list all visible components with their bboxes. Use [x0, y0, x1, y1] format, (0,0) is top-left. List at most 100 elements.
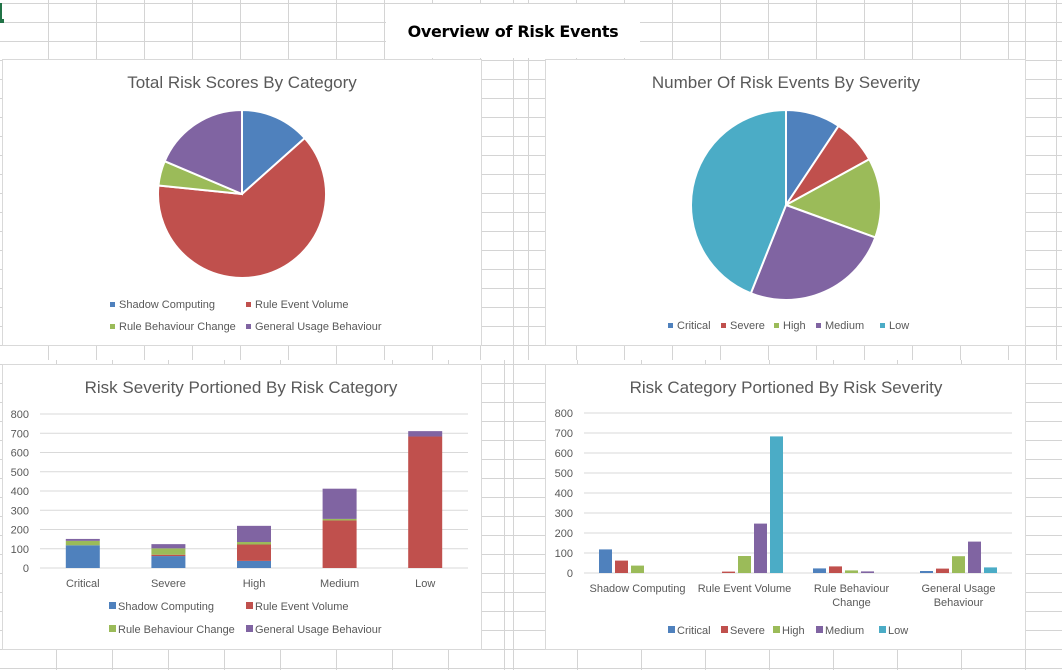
pie-slice-low[interactable] — [690, 108, 787, 295]
bar-segment-low-rule-event-volume[interactable] — [408, 436, 443, 568]
bar-rule-behaviour-change-high[interactable] — [845, 570, 858, 573]
legend-item[interactable]: Severe — [721, 320, 765, 332]
chart-legend: Critical Severe High Medium Low — [668, 320, 909, 332]
legend-label: General Usage Behaviour — [255, 321, 382, 333]
legend-label: Rule Behaviour Change — [118, 624, 235, 636]
legend-item[interactable]: Rule Behaviour Change — [109, 624, 235, 636]
bar-segment-low-general-usage-behaviour[interactable] — [408, 431, 443, 437]
chart-risk-category-by-severity[interactable]: Risk Category Portioned By Risk Severity… — [545, 364, 1026, 650]
legend-item[interactable]: Shadow Computing — [109, 601, 214, 613]
legend-item[interactable]: Medium — [816, 320, 864, 332]
x-tick-label: Behaviour — [934, 597, 984, 609]
bar-segment-severe-general-usage-behaviour[interactable] — [151, 544, 186, 549]
chart-title: Total Risk Scores By Category — [127, 73, 357, 92]
legend-item[interactable]: Shadow Computing — [110, 299, 215, 311]
legend-item[interactable]: Rule Event Volume — [246, 601, 349, 613]
bar-rule-behaviour-change-severe[interactable] — [829, 566, 842, 573]
legend-item[interactable]: Severe — [721, 625, 765, 637]
chart-risk-severity-by-category[interactable]: Risk Severity Portioned By Risk Category… — [2, 364, 482, 650]
bar-segment-critical-shadow-computing[interactable] — [65, 545, 100, 568]
legend-label: Critical — [677, 320, 711, 332]
chart-risk-events-by-severity[interactable]: Number Of Risk Events By Severity Critic… — [545, 59, 1026, 346]
y-tick-label: 400 — [555, 488, 573, 500]
x-tick-label: General Usage — [922, 583, 996, 595]
y-tick-label: 300 — [555, 508, 573, 520]
pie-slice-general-usage-behaviour[interactable] — [163, 108, 243, 196]
bar-segment-severe-rule-event-volume[interactable] — [151, 554, 186, 557]
y-tick-label: 800 — [11, 409, 29, 421]
chart-total-risk-scores-by-category[interactable]: Total Risk Scores By Category Shadow Com… — [2, 59, 482, 346]
bar-rule-behaviour-change-medium[interactable] — [861, 571, 874, 573]
bar-segment-severe-rule-behaviour-change[interactable] — [151, 548, 186, 555]
legend-swatch — [774, 323, 779, 328]
bar-general-usage-behaviour-low[interactable] — [984, 567, 997, 573]
fill-handle[interactable] — [0, 19, 4, 23]
bar-segment-critical-rule-behaviour-change[interactable] — [65, 540, 100, 546]
legend-item[interactable]: Critical — [668, 625, 711, 637]
bar-general-usage-behaviour-severe[interactable] — [936, 568, 949, 573]
x-tick-label: Shadow Computing — [589, 583, 685, 595]
bar-rule-event-volume-severe[interactable] — [722, 571, 735, 573]
bar-shadow-computing-critical[interactable] — [599, 549, 612, 573]
bar-general-usage-behaviour-critical[interactable] — [920, 571, 933, 573]
x-axis-ticks: Shadow Computing Rule Event Volume Rule Be… — [589, 583, 995, 609]
bar-segment-severe-shadow-computing[interactable] — [151, 556, 186, 568]
bar-segment-medium-general-usage-behaviour[interactable] — [322, 488, 357, 519]
bar-segment-high-shadow-computing[interactable] — [237, 560, 271, 568]
pie-slice-medium[interactable] — [749, 203, 877, 301]
bar-rule-event-volume-low[interactable] — [770, 436, 783, 573]
y-axis-ticks: 0 100 200 300 400 500 600 700 800 — [11, 409, 29, 575]
bar-rule-behaviour-change-critical[interactable] — [813, 568, 826, 573]
bar-segment-high-rule-behaviour-change[interactable] — [237, 542, 271, 545]
legend-label: Rule Behaviour Change — [119, 321, 236, 333]
legend-swatch — [246, 324, 251, 329]
pie-slice-shadow-computing[interactable] — [241, 108, 307, 197]
bar-rule-event-volume-high[interactable] — [738, 556, 751, 573]
bars — [65, 431, 443, 568]
bar-general-usage-behaviour-medium[interactable] — [968, 541, 981, 573]
legend-item[interactable]: Rule Event Volume — [246, 299, 349, 311]
pie-chart-canvas: Total Risk Scores By Category Shadow Com… — [110, 73, 382, 333]
legend-swatch — [721, 323, 726, 328]
bar-segment-high-general-usage-behaviour[interactable] — [237, 525, 271, 543]
x-tick-label: High — [243, 578, 266, 590]
bar-shadow-computing-severe[interactable] — [615, 560, 628, 573]
bars — [599, 436, 997, 573]
chart-legend: Shadow Computing Rule Event Volume Rule Be… — [109, 601, 382, 636]
legend-item[interactable]: Critical — [668, 320, 711, 332]
y-tick-label: 100 — [555, 548, 573, 560]
legend-swatch — [109, 602, 116, 609]
legend-label: Critical — [677, 625, 711, 637]
legend-swatch — [773, 626, 780, 633]
y-tick-label: 600 — [11, 448, 29, 460]
legend-item[interactable]: General Usage Behaviour — [246, 624, 382, 636]
pie-slice-rule-event-volume[interactable] — [157, 136, 327, 279]
y-tick-label: 0 — [23, 563, 29, 575]
pie-slice-high[interactable] — [783, 157, 882, 239]
legend-item[interactable]: Rule Behaviour Change — [110, 321, 236, 333]
legend-item[interactable]: Medium — [816, 625, 864, 637]
bar-general-usage-behaviour-high[interactable] — [952, 556, 965, 573]
bar-segment-high-rule-event-volume[interactable] — [237, 544, 271, 561]
bar-segment-critical-general-usage-behaviour[interactable] — [65, 538, 100, 541]
legend-swatch — [816, 323, 821, 328]
bar-segment-medium-rule-behaviour-change[interactable] — [322, 518, 357, 521]
bar-segment-medium-rule-event-volume[interactable] — [322, 520, 357, 568]
x-tick-label: Low — [415, 578, 435, 590]
legend-item[interactable]: High — [773, 625, 805, 637]
x-tick-label: Rule Event Volume — [698, 583, 792, 595]
legend-swatch — [721, 626, 728, 633]
bar-rule-event-volume-medium[interactable] — [754, 523, 767, 573]
legend-item[interactable]: General Usage Behaviour — [246, 321, 382, 333]
legend-item[interactable]: Low — [879, 625, 908, 637]
y-tick-label: 300 — [11, 505, 29, 517]
legend-label: Rule Event Volume — [255, 299, 349, 311]
legend-swatch — [668, 626, 675, 633]
legend-label: High — [782, 625, 805, 637]
legend-label: Medium — [825, 320, 864, 332]
legend-item[interactable]: Low — [880, 320, 909, 332]
legend-item[interactable]: High — [774, 320, 806, 332]
bar-shadow-computing-high[interactable] — [631, 565, 644, 573]
legend-swatch — [246, 302, 251, 307]
chart-title: Risk Severity Portioned By Risk Category — [85, 378, 398, 397]
